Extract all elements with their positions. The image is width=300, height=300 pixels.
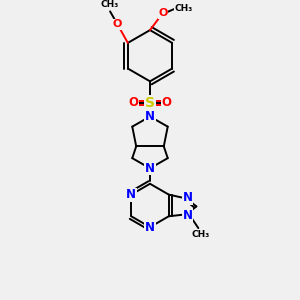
Text: N: N [145,110,155,123]
Text: O: O [158,8,167,18]
Text: O: O [162,97,172,110]
Text: S: S [145,96,155,110]
Text: CH₃: CH₃ [101,0,119,9]
Text: CH₃: CH₃ [191,230,209,238]
Text: N: N [126,188,136,201]
Text: N: N [182,191,193,204]
Text: N: N [145,161,155,175]
Text: CH₃: CH₃ [174,4,193,13]
Text: O: O [128,97,138,110]
Text: O: O [112,19,122,29]
Text: N: N [145,220,155,234]
Text: N: N [182,209,193,222]
